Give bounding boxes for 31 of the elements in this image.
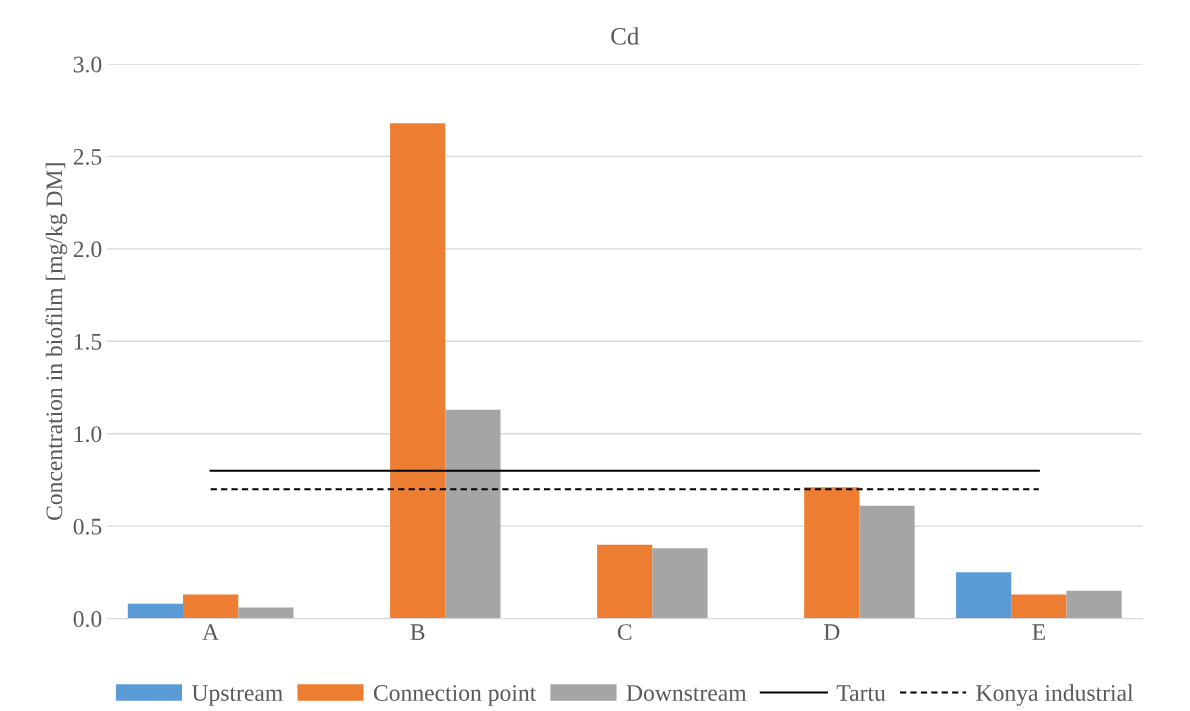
- legend-label: Downstream: [626, 685, 747, 701]
- legend-label: Tartu: [836, 685, 886, 701]
- y-tick-label: 0.5: [73, 518, 102, 535]
- x-tick-label: E: [1032, 624, 1045, 640]
- bar: [597, 544, 653, 619]
- legend-label: Connection point: [373, 685, 537, 706]
- bar: [183, 594, 239, 619]
- bar: [1011, 594, 1067, 619]
- x-tick-label: A: [202, 624, 219, 640]
- bar: [127, 603, 184, 619]
- y-tick-label: 1.0: [74, 426, 102, 443]
- y-tick-label: 1.5: [74, 333, 102, 350]
- y-tick-label: 3.0: [73, 56, 102, 73]
- bar: [652, 548, 708, 619]
- bar: [445, 409, 501, 619]
- bar: [859, 505, 915, 619]
- bar: [1066, 590, 1122, 619]
- x-tick-label: B: [410, 624, 425, 640]
- bar: [804, 487, 860, 619]
- bar: [390, 123, 446, 619]
- bar: [238, 607, 294, 619]
- bar: [956, 572, 1012, 619]
- y-tick-label: 2.5: [73, 148, 102, 165]
- y-tick-label: 0.0: [73, 611, 102, 628]
- x-tick-label: D: [823, 624, 840, 640]
- legend-label: Upstream: [191, 685, 283, 706]
- chart-title: Cd: [611, 27, 640, 45]
- y-axis-title: Concentration in biofilm [mg/kg DM]: [45, 163, 68, 520]
- legend-label: Konya industrial: [976, 684, 1134, 706]
- x-tick-label: C: [617, 624, 632, 641]
- y-tick-label: 2.0: [73, 241, 102, 258]
